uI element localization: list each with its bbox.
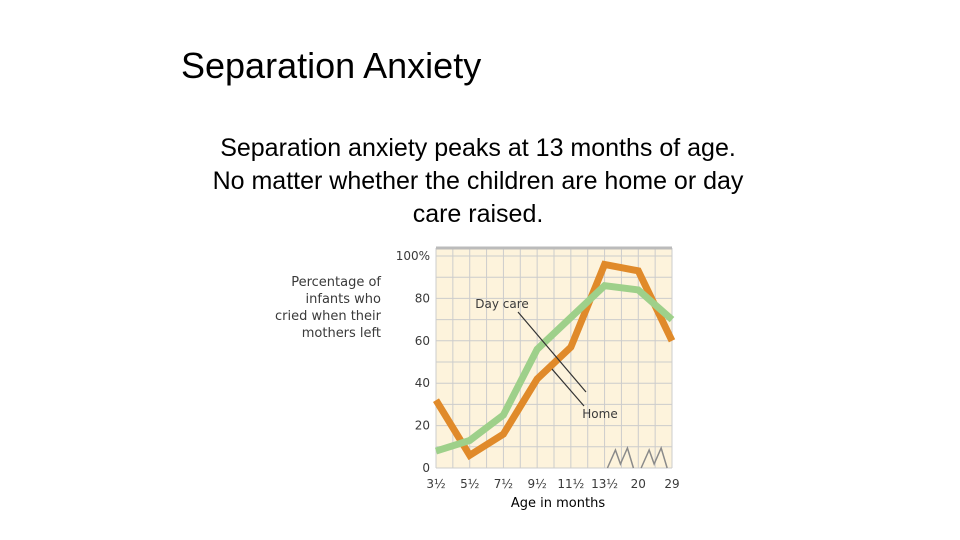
grid: [435, 246, 673, 469]
annotation-leader-line: [517, 311, 587, 393]
y-axis-label-line: Percentage of: [291, 275, 381, 290]
y-axis-label: Percentage of infants who cried when their…: [275, 275, 382, 341]
annotations: Day care Home: [475, 297, 617, 421]
annotation-label: Day care: [475, 297, 529, 311]
x-tick-label: 7½: [494, 477, 513, 491]
slide-body: Separation anxiety peaks at 13 months of…: [160, 132, 796, 231]
body-line: care raised.: [412, 200, 544, 228]
series-lines: [433, 260, 676, 461]
y-tick-label: 20: [415, 419, 430, 433]
annotation-label: Home: [582, 407, 617, 421]
body-line: No matter whether the children are home …: [212, 167, 744, 195]
x-tick-labels: 3½ 5½ 7½ 9½ 11½ 13½ 20 29: [426, 477, 679, 491]
x-tick-label: 9½: [528, 477, 547, 491]
series-line-day-care: [434, 282, 675, 455]
x-axis-label: Age in months: [511, 496, 605, 511]
y-tick-label: 60: [415, 334, 430, 348]
x-tick-label: 20: [631, 477, 646, 491]
y-axis-label-line: infants who: [306, 292, 382, 307]
x-tick-label: 29: [664, 477, 679, 491]
y-tick-label: 80: [415, 291, 430, 305]
y-tick-labels: 0 20 40 60 80 100%: [396, 249, 430, 475]
y-axis-label-line: cried when their: [275, 309, 382, 324]
annotation-leader-line: [551, 368, 585, 407]
axis-break: [640, 445, 668, 469]
series-line-home: [433, 260, 676, 461]
x-tick-label: 3½: [426, 477, 445, 491]
x-tick-label: 13½: [591, 477, 618, 491]
y-axis-label-line: mothers left: [302, 326, 381, 341]
y-tick-label: 0: [422, 461, 430, 475]
x-tick-label: 5½: [460, 477, 479, 491]
y-tick-label: 100%: [396, 249, 430, 263]
body-line: Separation anxiety peaks at 13 months of…: [220, 134, 736, 162]
x-tick-label: 11½: [557, 477, 584, 491]
separation-anxiety-chart: 0 20 40 60 80 100% 3½ 5½ 7½ 9½ 11½ 13½ 20 29 Percent…: [275, 246, 680, 511]
axis-breaks: [606, 445, 668, 469]
axis-break: [606, 445, 635, 469]
slide-title: Separation Anxiety: [181, 45, 482, 86]
y-tick-label: 40: [415, 376, 430, 390]
